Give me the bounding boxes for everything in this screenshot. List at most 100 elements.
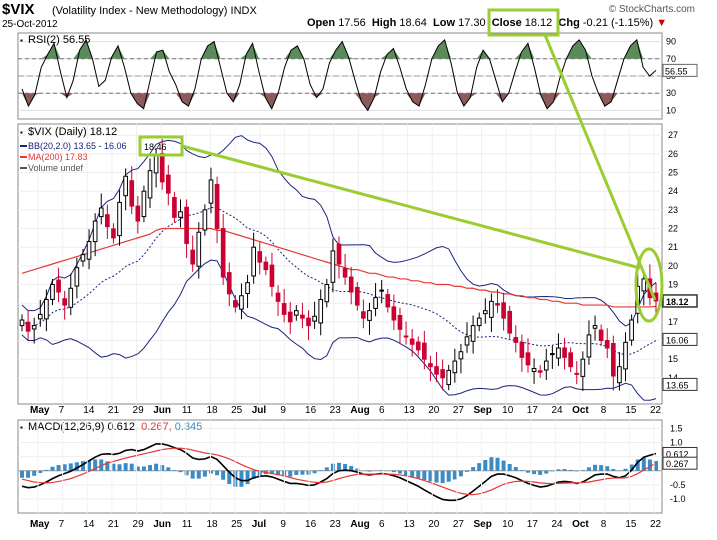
macd-histogram-bar: [38, 470, 43, 473]
macd-histogram-bar: [276, 470, 281, 476]
macd-histogram-bar: [489, 457, 494, 471]
candle-body: [141, 190, 147, 218]
macd-histogram-bar: [129, 463, 134, 471]
signal-line: [21, 447, 657, 496]
macd-histogram-bar: [20, 470, 24, 478]
signal-value: 0.267,: [141, 421, 175, 433]
candle-body: [379, 289, 385, 292]
price-title: $VIX (Daily) 18.12: [28, 126, 117, 138]
candle-body: [452, 360, 458, 374]
macd-histogram-bar: [324, 467, 329, 471]
macd-histogram-bar: [239, 470, 244, 487]
chg-value: -0.21 (-1.15%): [582, 17, 654, 29]
macd-histogram-bar: [56, 465, 61, 471]
candle-body: [470, 325, 476, 342]
candle-body: [464, 336, 470, 346]
candle-body: [105, 214, 110, 228]
candle-body: [476, 317, 482, 327]
price-x-label: 11: [182, 405, 193, 416]
macd-histogram-bar: [416, 470, 421, 479]
candle-body: [482, 310, 488, 315]
candle-body: [80, 254, 86, 262]
macd-histogram-bar: [80, 461, 85, 471]
macd-histogram-bar: [440, 470, 445, 484]
macd-histogram-bar: [349, 465, 354, 471]
macd-histogram-bar: [111, 463, 116, 471]
macd-histogram-bar: [294, 470, 299, 475]
candle-body: [495, 303, 500, 306]
macd-tick-label: -0.5: [670, 480, 686, 490]
price-tick-label: 25: [668, 168, 678, 178]
candle-body: [159, 152, 165, 183]
macd-histogram-bar: [525, 470, 530, 473]
price-x-label: 15: [625, 405, 637, 416]
candle-body: [25, 321, 31, 332]
candle-body: [263, 261, 269, 271]
macd-histogram-bar: [337, 462, 341, 471]
price-x-label: 17: [527, 405, 539, 416]
macd-tag-label: 0.267: [666, 459, 689, 469]
macd-histogram-bar: [544, 470, 549, 474]
macd-histogram-bar: [318, 470, 323, 471]
price-tick-label: 17: [668, 317, 678, 327]
price-x-label: 7: [59, 405, 65, 416]
legend-entry: BB(20,2.0) 13.65 - 16.06: [28, 141, 127, 151]
macd-histogram-bar: [93, 459, 98, 471]
macd-histogram-bar: [245, 470, 250, 484]
candle-body: [543, 360, 549, 371]
price-x-label: 13: [404, 405, 416, 416]
recent-candles-ellipse: [634, 247, 664, 323]
candle-body: [281, 303, 287, 315]
macd-histogram-bar: [605, 466, 610, 471]
macd-x-label: Sep: [474, 519, 492, 530]
macd-histogram-bar: [647, 459, 652, 471]
candle-body: [19, 319, 25, 327]
candle-body: [537, 370, 543, 373]
macd-histogram-bar: [135, 466, 140, 471]
price-x-label: 21: [108, 405, 120, 416]
macd-histogram-bar: [306, 470, 311, 475]
price-x-label: May: [30, 405, 50, 416]
macd-histogram-bar: [465, 470, 470, 472]
macd-histogram-bar: [611, 469, 616, 471]
price-tick-label: 20: [668, 261, 678, 271]
macd-histogram-bar: [556, 469, 561, 471]
candle-body: [50, 284, 55, 300]
macd-histogram-bar: [446, 470, 451, 482]
macd-tick-label: -1.0: [670, 494, 686, 504]
price-tag-label: 18.12: [666, 297, 689, 307]
price-x-label: Sep: [474, 405, 492, 416]
rsi-line: [21, 38, 657, 112]
price-x-label: Jun: [153, 405, 171, 416]
macd-histogram-bar: [507, 463, 512, 471]
macd-line: [21, 443, 657, 502]
macd-histogram-bar: [538, 470, 543, 475]
open-value: 17.56: [338, 17, 366, 29]
macd-histogram-bar: [166, 467, 171, 471]
macd-histogram-bar: [178, 470, 183, 473]
macd-histogram-bar: [562, 469, 567, 471]
candle-body: [92, 220, 98, 243]
candle-body: [446, 369, 452, 386]
candle-body: [519, 341, 525, 358]
rsi-tick-label: 70: [666, 54, 676, 64]
macd-histogram-bar: [190, 470, 195, 479]
candle-body: [37, 313, 43, 320]
rsi-tick-label: 90: [666, 37, 676, 47]
macd-histogram-bar: [397, 470, 402, 474]
macd-x-label: 27: [453, 519, 465, 530]
macd-histogram-bar: [483, 460, 488, 471]
stockcharts-credit: © StockCharts.com: [608, 4, 695, 15]
macd-histogram-bar: [196, 470, 201, 479]
legend-entry: Volume undef: [28, 163, 84, 173]
candle-body: [525, 352, 531, 366]
candle-body: [135, 205, 141, 222]
macd-histogram-bar: [593, 464, 598, 471]
rsi-overbought-fill: [22, 39, 656, 59]
macd-histogram-bar: [452, 470, 457, 480]
macd-histogram-bar: [586, 467, 591, 471]
macd-x-label: 6: [379, 519, 385, 530]
candle-body: [208, 179, 214, 204]
candle-body: [415, 341, 421, 351]
